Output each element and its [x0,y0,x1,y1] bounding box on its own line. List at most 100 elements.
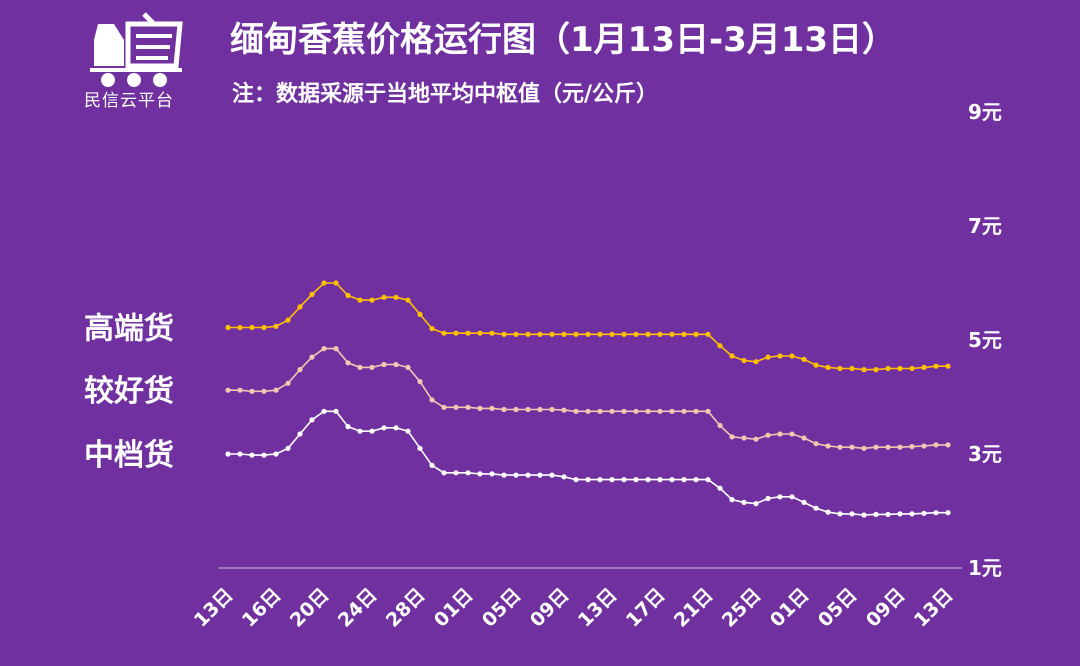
x-tick-label: 21日 [670,584,718,632]
data-point [909,444,915,450]
x-tick-label: 28日 [382,584,430,632]
data-point [321,346,327,352]
data-point [357,428,363,434]
data-point [873,444,879,450]
data-point [249,388,255,394]
data-point [873,367,879,373]
data-point [345,360,351,366]
data-point [609,331,615,337]
data-point [381,425,387,431]
data-point [561,474,567,480]
data-point [897,511,903,517]
data-point [585,477,591,483]
data-point [453,330,459,336]
data-point [297,431,303,437]
data-point [897,365,903,372]
data-point [501,406,507,413]
data-point [453,470,459,476]
data-point [369,297,375,303]
data-point [465,404,471,410]
data-point [429,326,435,332]
data-point [369,428,375,434]
series-label: 较好货 [84,374,174,409]
data-point [225,324,231,331]
data-point [501,472,507,478]
data-point [513,331,519,337]
brand-name: 民信云平台 [84,91,174,111]
data-point [609,408,615,414]
data-point [657,331,663,337]
data-point [837,511,843,517]
data-point [477,330,483,336]
data-point [633,408,639,414]
data-point [753,359,759,365]
data-point [885,511,891,517]
data-point [861,445,867,451]
data-point [789,494,795,500]
data-point [333,280,339,286]
data-point [393,361,399,368]
data-point [645,477,651,483]
data-point [453,404,459,410]
data-point [705,331,711,337]
x-tick-label: 16日 [238,584,286,632]
data-point [441,404,447,410]
data-point [261,388,267,394]
data-point [621,331,627,337]
x-tick-label: 13日 [910,584,958,632]
data-point [729,497,735,503]
series-label: 中档货 [84,438,174,473]
data-point [381,294,387,300]
data-point [789,353,795,359]
data-point [513,406,519,413]
data-point [621,408,627,414]
data-point [621,477,627,483]
truck-cart-icon [90,12,183,87]
data-point [405,428,411,434]
data-point [669,477,675,483]
data-point [933,510,939,516]
data-point [393,425,399,431]
data-point [597,408,603,414]
data-point [477,405,483,411]
data-point [657,477,663,483]
data-point [381,361,387,368]
data-point [417,311,423,317]
data-point [777,353,783,359]
data-point [273,323,279,329]
data-point [537,472,543,478]
data-point [285,380,291,386]
y-tick-label: 7元 [968,214,1002,238]
x-tick-label: 09日 [862,584,910,632]
data-point [633,477,639,483]
data-point [441,330,447,336]
data-point [753,501,759,507]
data-point [849,365,855,372]
data-point [309,291,315,297]
data-point [669,331,675,337]
data-point [825,509,831,515]
data-point [945,442,951,448]
data-point [801,356,807,362]
data-point [705,477,711,483]
data-point [465,330,471,336]
x-tick-label: 13日 [190,584,238,632]
data-point [345,424,351,430]
data-point [729,353,735,359]
data-point [273,387,279,393]
data-point [609,477,615,483]
data-point [645,331,651,337]
data-point [237,387,243,393]
data-point [741,499,747,505]
x-tick-label: 05日 [478,584,526,632]
y-tick-label: 3元 [968,442,1002,466]
data-point [849,511,855,517]
data-point [801,435,807,441]
data-point [585,331,591,337]
data-point [669,408,675,414]
data-point [765,495,771,502]
x-tick-label: 01日 [430,584,478,632]
data-point [765,432,771,438]
x-tick-label: 01日 [766,584,814,632]
data-point [405,364,411,370]
